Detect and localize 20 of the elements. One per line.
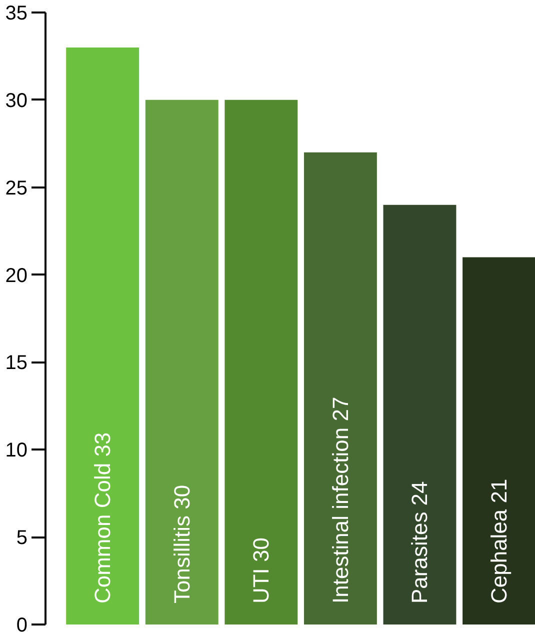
y-tick-label: 10 <box>5 440 28 462</box>
x-tick-label: Intestinal infection 27 <box>328 396 353 604</box>
y-tick-label: 0 <box>16 614 28 634</box>
y-tick-label: 30 <box>5 90 28 112</box>
x-tick-label: UTI 30 <box>248 537 274 604</box>
bar <box>383 204 456 624</box>
x-tick-label: Tonsillitis 30 <box>169 484 194 604</box>
y-tick-label: 15 <box>5 352 28 374</box>
y-tick-label: 5 <box>16 527 28 550</box>
bar <box>66 47 140 624</box>
bar <box>224 100 298 624</box>
x-tick-label: Parasites 24 <box>407 481 432 604</box>
bar <box>462 257 535 624</box>
y-tick-label: 35 <box>5 2 28 24</box>
bar <box>145 100 218 624</box>
y-tick-label: 25 <box>5 177 28 200</box>
x-tick-label: Cephalea 21 <box>486 478 512 604</box>
y-tick-label: 20 <box>5 264 28 287</box>
x-tick-label: Common Cold 33 <box>90 432 116 604</box>
bar <box>304 152 377 624</box>
